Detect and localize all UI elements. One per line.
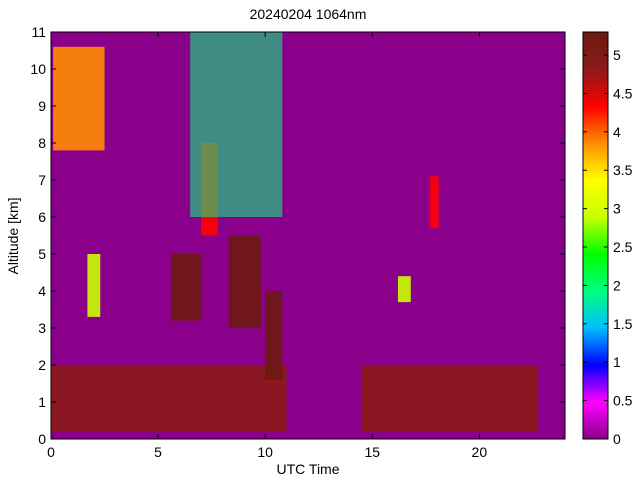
heatmap-cell-cloud xyxy=(170,254,201,321)
y-tick-label: 9 xyxy=(38,98,46,114)
heatmap-cell-cloud xyxy=(87,254,101,317)
y-tick-label: 7 xyxy=(38,172,46,188)
data-gap xyxy=(286,32,317,439)
colorbar-tick-label: 3.5 xyxy=(613,162,633,178)
colorbar-tick-label: 1 xyxy=(613,354,621,370)
x-tick-label: 10 xyxy=(257,444,273,460)
y-tick-label: 2 xyxy=(38,357,46,373)
x-tick-label: 0 xyxy=(47,444,55,460)
y-tick-label: 6 xyxy=(38,209,46,225)
heatmap-cell-cloud xyxy=(228,235,261,328)
colorbar-tick-label: 2.5 xyxy=(613,239,633,255)
colorbar-tick-label: 0.5 xyxy=(613,393,633,409)
heatmap-cell-boundary_layer_aerosol xyxy=(361,365,538,432)
x-tick-label: 20 xyxy=(472,444,488,460)
y-tick-label: 10 xyxy=(30,61,46,77)
heatmap-cell-noise xyxy=(190,32,283,217)
x-tick-label: 5 xyxy=(154,444,162,460)
colorbar-tick-label: 1.5 xyxy=(613,316,633,332)
heatmap-cell-cloud xyxy=(430,176,439,229)
x-axis-label: UTC Time xyxy=(277,461,340,477)
plot-frame xyxy=(50,31,566,440)
heatmap-cell-cirrus xyxy=(53,46,105,151)
colorbar-tick-label: 2 xyxy=(613,277,621,293)
chart-title: 20240204 1064nm xyxy=(250,6,367,22)
colorbar xyxy=(582,31,609,440)
data-gap xyxy=(326,32,356,439)
y-tick-label: 8 xyxy=(38,135,46,151)
colorbar-tick-label: 3 xyxy=(613,201,621,217)
y-tick-label: 3 xyxy=(38,320,46,336)
colorbar-tick-label: 4.5 xyxy=(613,85,633,101)
x-tick-label: 15 xyxy=(364,444,380,460)
y-axis-ticks: 0 1 2 3 4 5 6 7 8 9 10 11 xyxy=(30,24,565,447)
heatmap-cell-cloud xyxy=(265,291,283,380)
x-axis-ticks: 0 5 10 15 20 xyxy=(47,32,487,460)
colorbar-ticks: 0 0.5 1 1.5 2 2.5 3 3.5 4 4.5 5 xyxy=(583,47,633,447)
colorbar-tick-label: 0 xyxy=(613,431,621,447)
y-tick-label: 0 xyxy=(38,431,46,447)
colorbar-tick-label: 4 xyxy=(613,124,621,140)
heatmap-area xyxy=(51,32,565,439)
y-tick-label: 4 xyxy=(38,283,46,299)
y-tick-label: 5 xyxy=(38,246,46,262)
y-axis-label: Altitude [km] xyxy=(5,197,21,274)
y-tick-label: 1 xyxy=(38,394,46,410)
y-tick-label: 11 xyxy=(31,24,46,40)
heatmap-cell-boundary_layer_aerosol xyxy=(51,365,287,432)
heatmap-cell-cloud xyxy=(397,276,411,303)
colorbar-tick-label: 5 xyxy=(613,47,621,63)
